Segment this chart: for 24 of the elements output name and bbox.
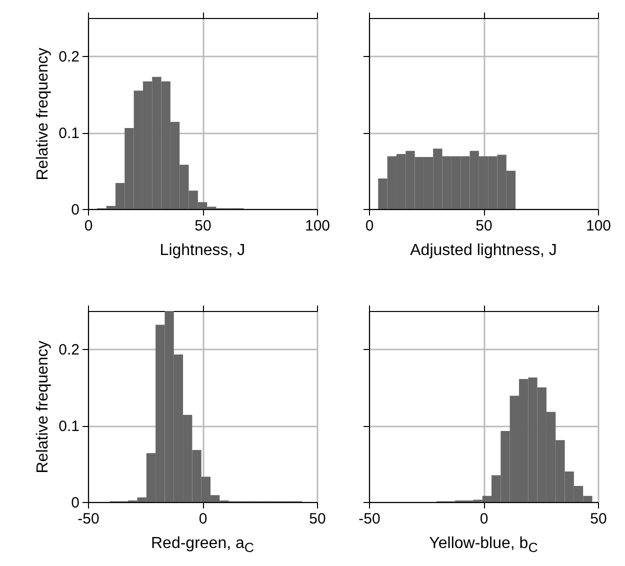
x-tick-label: 0: [198, 510, 208, 528]
x-tick-label: 50: [194, 218, 212, 234]
x-tick-label: 100: [304, 218, 330, 234]
x-tick-label: 0: [480, 510, 488, 528]
x-axis-title: Adjusted lightness, J: [409, 242, 558, 260]
y-tick-label: 0.1: [58, 125, 80, 142]
x-tick-label: -50: [358, 510, 380, 528]
x-tick-label: 0: [365, 218, 374, 234]
x-tick-label: 100: [586, 218, 612, 234]
x-tick-label: 50: [476, 218, 492, 234]
x-axis-title: Lightness, J: [158, 242, 246, 260]
y-axis-title: Relative frequency: [34, 48, 52, 180]
y-tick-label: 0.1: [58, 418, 80, 436]
x-tick-label: -50: [78, 510, 100, 528]
x-tick-label: 50: [309, 510, 326, 528]
x-axis-title: Yellow-blue, b$_{C}$: [428, 535, 539, 556]
y-tick-label: 0.2: [58, 48, 80, 66]
y-tick-label: 0: [71, 202, 80, 218]
y-axis-title: Relative frequency: [34, 340, 52, 474]
x-tick-label: 50: [590, 510, 607, 528]
x-tick-label: 0: [84, 218, 93, 234]
y-tick-label: 0: [71, 494, 80, 512]
x-axis-title: Red-green, a$_{C}$: [150, 535, 256, 556]
y-tick-label: 0.2: [58, 342, 80, 359]
